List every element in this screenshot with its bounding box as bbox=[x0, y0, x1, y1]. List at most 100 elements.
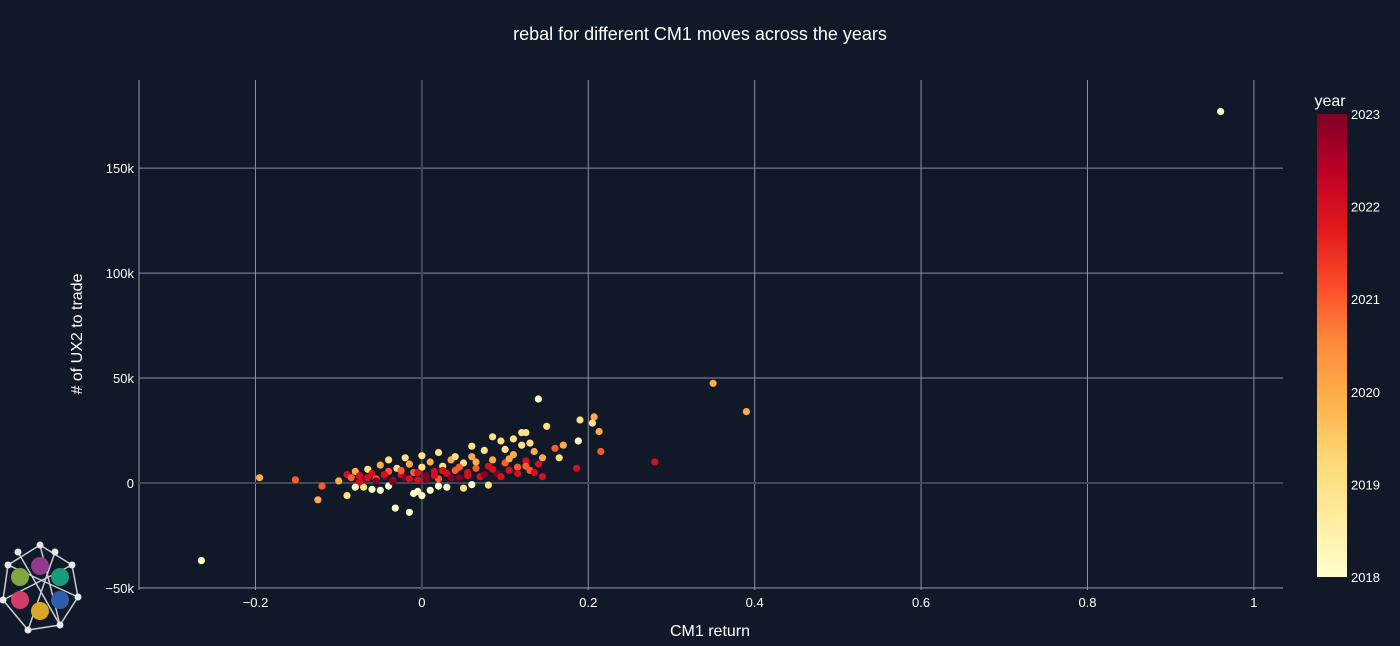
data-point bbox=[514, 463, 522, 471]
logo-bubble bbox=[31, 602, 49, 620]
data-point bbox=[455, 463, 463, 471]
data-point bbox=[559, 441, 567, 449]
data-point bbox=[414, 468, 422, 477]
data-point bbox=[576, 416, 584, 424]
logo-node bbox=[51, 548, 59, 556]
data-point bbox=[426, 486, 434, 494]
data-point bbox=[651, 458, 659, 466]
logo-node bbox=[36, 541, 44, 549]
data-point bbox=[405, 508, 413, 516]
grid-lines bbox=[138, 80, 1283, 590]
colorbar-tick-labels: 2018 2019 2020 2021 2022 2023 bbox=[1351, 107, 1380, 585]
data-point bbox=[501, 445, 509, 453]
data-point bbox=[522, 457, 530, 465]
colorbar-tick-label: 2019 bbox=[1351, 477, 1380, 492]
x-tick-label: 0 bbox=[418, 595, 425, 610]
x-tick-label: 0.4 bbox=[746, 595, 764, 610]
data-point bbox=[509, 435, 517, 443]
data-point bbox=[405, 475, 413, 483]
x-axis-label: CM1 return bbox=[670, 623, 750, 640]
data-point bbox=[489, 456, 497, 464]
data-point bbox=[256, 474, 264, 482]
data-point bbox=[489, 465, 497, 473]
logo-edge bbox=[59, 596, 79, 626]
data-point bbox=[385, 456, 393, 464]
logo-edge bbox=[17, 551, 61, 626]
y-tick-label: −50k bbox=[105, 581, 134, 596]
zero-lines bbox=[139, 80, 1283, 590]
data-point bbox=[543, 422, 551, 430]
logo-node bbox=[24, 626, 32, 634]
data-point bbox=[368, 485, 376, 493]
logo-edge bbox=[71, 564, 79, 598]
logo-edge bbox=[2, 599, 29, 631]
data-points bbox=[197, 107, 1225, 565]
data-point bbox=[472, 458, 480, 466]
logo-bubble bbox=[51, 568, 69, 586]
x-tick-labels: −0.2 0 0.2 0.4 0.6 0.8 1 bbox=[243, 595, 1258, 610]
data-point bbox=[360, 483, 368, 491]
data-point bbox=[573, 464, 581, 472]
y-tick-label: 150k bbox=[106, 161, 135, 176]
y-tick-label: 100k bbox=[106, 266, 135, 281]
data-point bbox=[351, 483, 359, 491]
data-point bbox=[405, 460, 413, 468]
colorbar: year 2018 2019 2020 2021 2022 2023 bbox=[1314, 93, 1379, 585]
logo-bubble bbox=[11, 568, 29, 586]
data-point bbox=[468, 481, 476, 489]
data-point bbox=[518, 441, 526, 449]
x-tick-label: −0.2 bbox=[243, 595, 269, 610]
hexagon-network-logo bbox=[0, 541, 82, 634]
y-tick-labels: −50k 0 50k 100k 150k bbox=[105, 161, 134, 596]
colorbar-tick-label: 2022 bbox=[1351, 200, 1380, 215]
data-point bbox=[401, 454, 409, 462]
data-point bbox=[318, 482, 326, 490]
data-point bbox=[443, 483, 451, 491]
logo-node bbox=[74, 593, 82, 601]
logo-node bbox=[68, 561, 76, 569]
data-point bbox=[534, 395, 543, 403]
logo-bubble bbox=[11, 591, 29, 609]
data-point bbox=[418, 463, 426, 471]
colorbar-gradient bbox=[1317, 114, 1347, 577]
data-point bbox=[472, 464, 480, 472]
data-point bbox=[422, 476, 430, 484]
data-point bbox=[497, 473, 505, 481]
data-point bbox=[314, 496, 322, 504]
data-point bbox=[595, 427, 603, 436]
data-point bbox=[468, 442, 476, 450]
data-point bbox=[1217, 107, 1225, 116]
data-point bbox=[197, 557, 205, 565]
data-point bbox=[355, 478, 364, 486]
logo-node bbox=[0, 596, 7, 604]
data-point bbox=[480, 471, 488, 479]
data-point bbox=[451, 453, 459, 461]
x-tick-label: 0.8 bbox=[1078, 595, 1096, 610]
y-axis-label: # of UX2 to trade bbox=[69, 273, 86, 394]
data-point bbox=[372, 477, 380, 485]
logo-edge bbox=[27, 551, 56, 631]
data-point bbox=[335, 477, 343, 485]
data-point bbox=[597, 447, 605, 456]
data-point bbox=[391, 504, 399, 512]
data-point bbox=[555, 454, 563, 462]
data-point bbox=[397, 466, 405, 474]
data-point bbox=[514, 469, 522, 478]
logo-bubble bbox=[51, 591, 69, 609]
data-point bbox=[343, 492, 351, 500]
data-point bbox=[480, 446, 488, 454]
logo-node bbox=[4, 561, 12, 569]
data-point bbox=[464, 472, 472, 480]
data-point bbox=[530, 447, 538, 456]
data-point bbox=[497, 437, 505, 445]
data-point bbox=[538, 473, 547, 481]
colorbar-tick-label: 2020 bbox=[1351, 385, 1380, 400]
logo-node bbox=[14, 548, 22, 556]
y-tick-label: 50k bbox=[113, 371, 134, 386]
data-point bbox=[389, 478, 397, 486]
data-point bbox=[742, 408, 751, 416]
data-point bbox=[530, 468, 538, 477]
data-point bbox=[430, 472, 438, 480]
